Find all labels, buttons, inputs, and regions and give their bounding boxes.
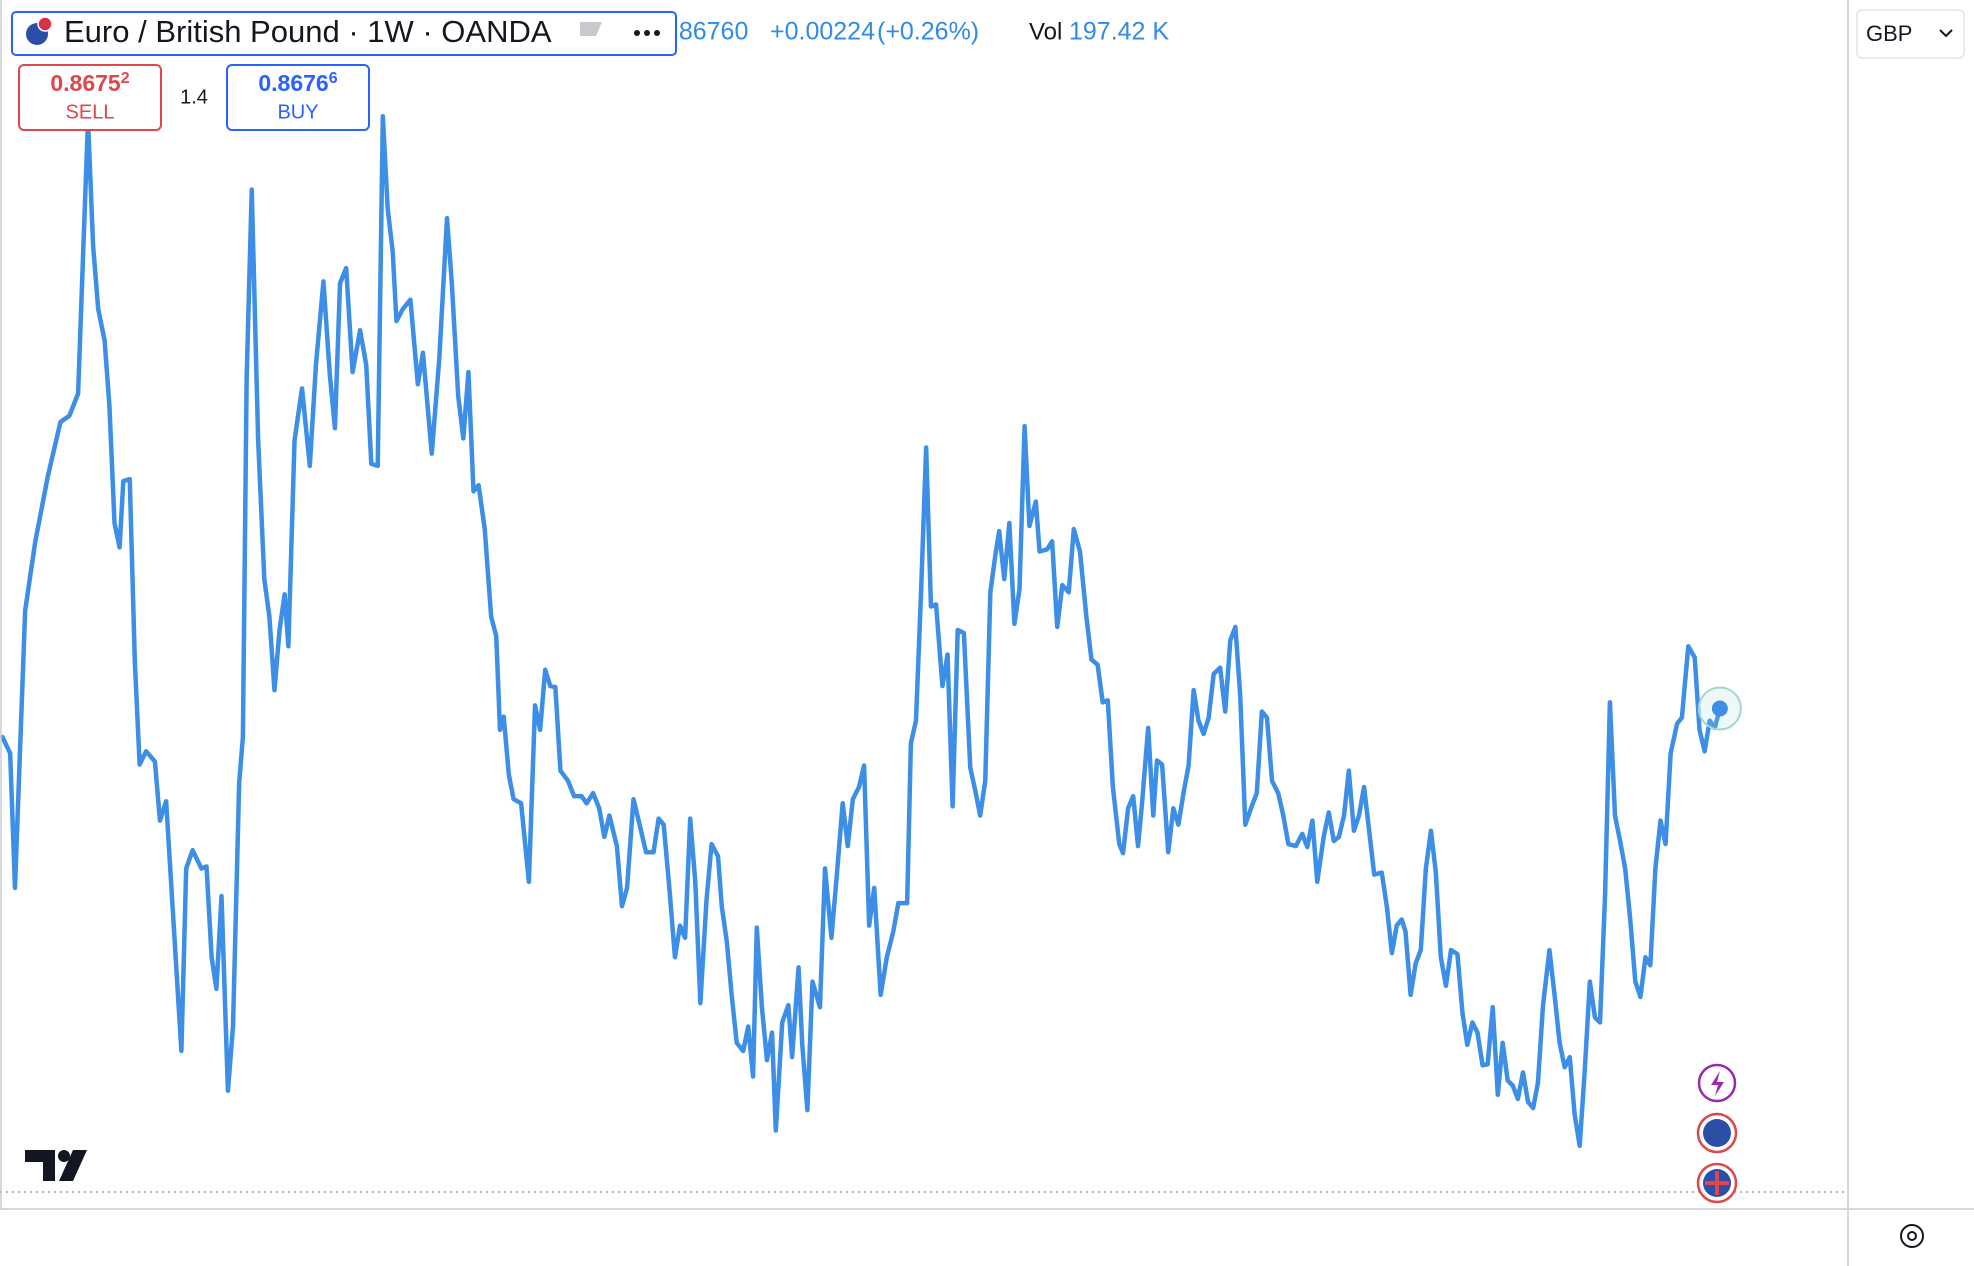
sell-label: SELL: [66, 101, 115, 123]
symbol-title: Euro / British Pound · 1W · OANDA: [64, 14, 552, 49]
flag-icon[interactable]: [580, 22, 602, 36]
currency-chevron: [1939, 29, 1953, 38]
change-percent: (+0.26%): [877, 18, 979, 46]
buy-price: 0.86766: [258, 70, 337, 96]
sell-button[interactable]: [18, 64, 162, 131]
buy-price-sup: 6: [329, 70, 338, 87]
buy-button[interactable]: [226, 64, 370, 131]
sell-price: 0.86752: [50, 70, 129, 96]
events-icons[interactable]: [1696, 1063, 1738, 1204]
tradingview-logo[interactable]: [25, 1150, 87, 1181]
volume: 197.42 K: [1069, 18, 1169, 46]
last-price-dot: [1711, 700, 1728, 717]
sell-price-main: 0.8675: [50, 70, 121, 96]
sell-price-sup: 2: [121, 70, 130, 87]
symbol-box[interactable]: [11, 11, 677, 56]
price-line: [0, 113, 1723, 1149]
spread: 1.4: [180, 86, 208, 108]
symbol-icon-secondary: [37, 16, 53, 32]
change: +0.00224: [770, 18, 875, 46]
currency: GBP: [1866, 21, 1912, 46]
buy-label: BUY: [277, 101, 318, 123]
settings-icon[interactable]: [1900, 1224, 1924, 1248]
buy-price-main: 0.8676: [258, 70, 328, 96]
volume-label: Vol: [1029, 18, 1062, 45]
plot: [0, 113, 1742, 1149]
more-icon[interactable]: [634, 30, 660, 36]
currency-button[interactable]: [1856, 9, 1965, 59]
